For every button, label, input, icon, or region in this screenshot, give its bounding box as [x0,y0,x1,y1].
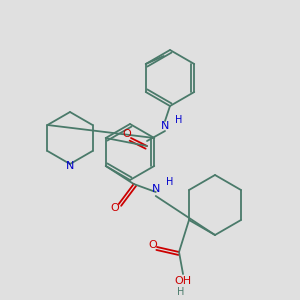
Text: O: O [148,240,158,250]
Text: N: N [66,161,74,171]
Text: O: O [123,129,131,139]
Text: H: H [175,115,183,125]
Text: H: H [166,177,173,187]
Text: OH: OH [175,276,192,286]
Text: O: O [110,203,119,213]
Text: H: H [177,287,185,297]
Text: N: N [152,184,160,194]
Text: N: N [161,121,169,131]
